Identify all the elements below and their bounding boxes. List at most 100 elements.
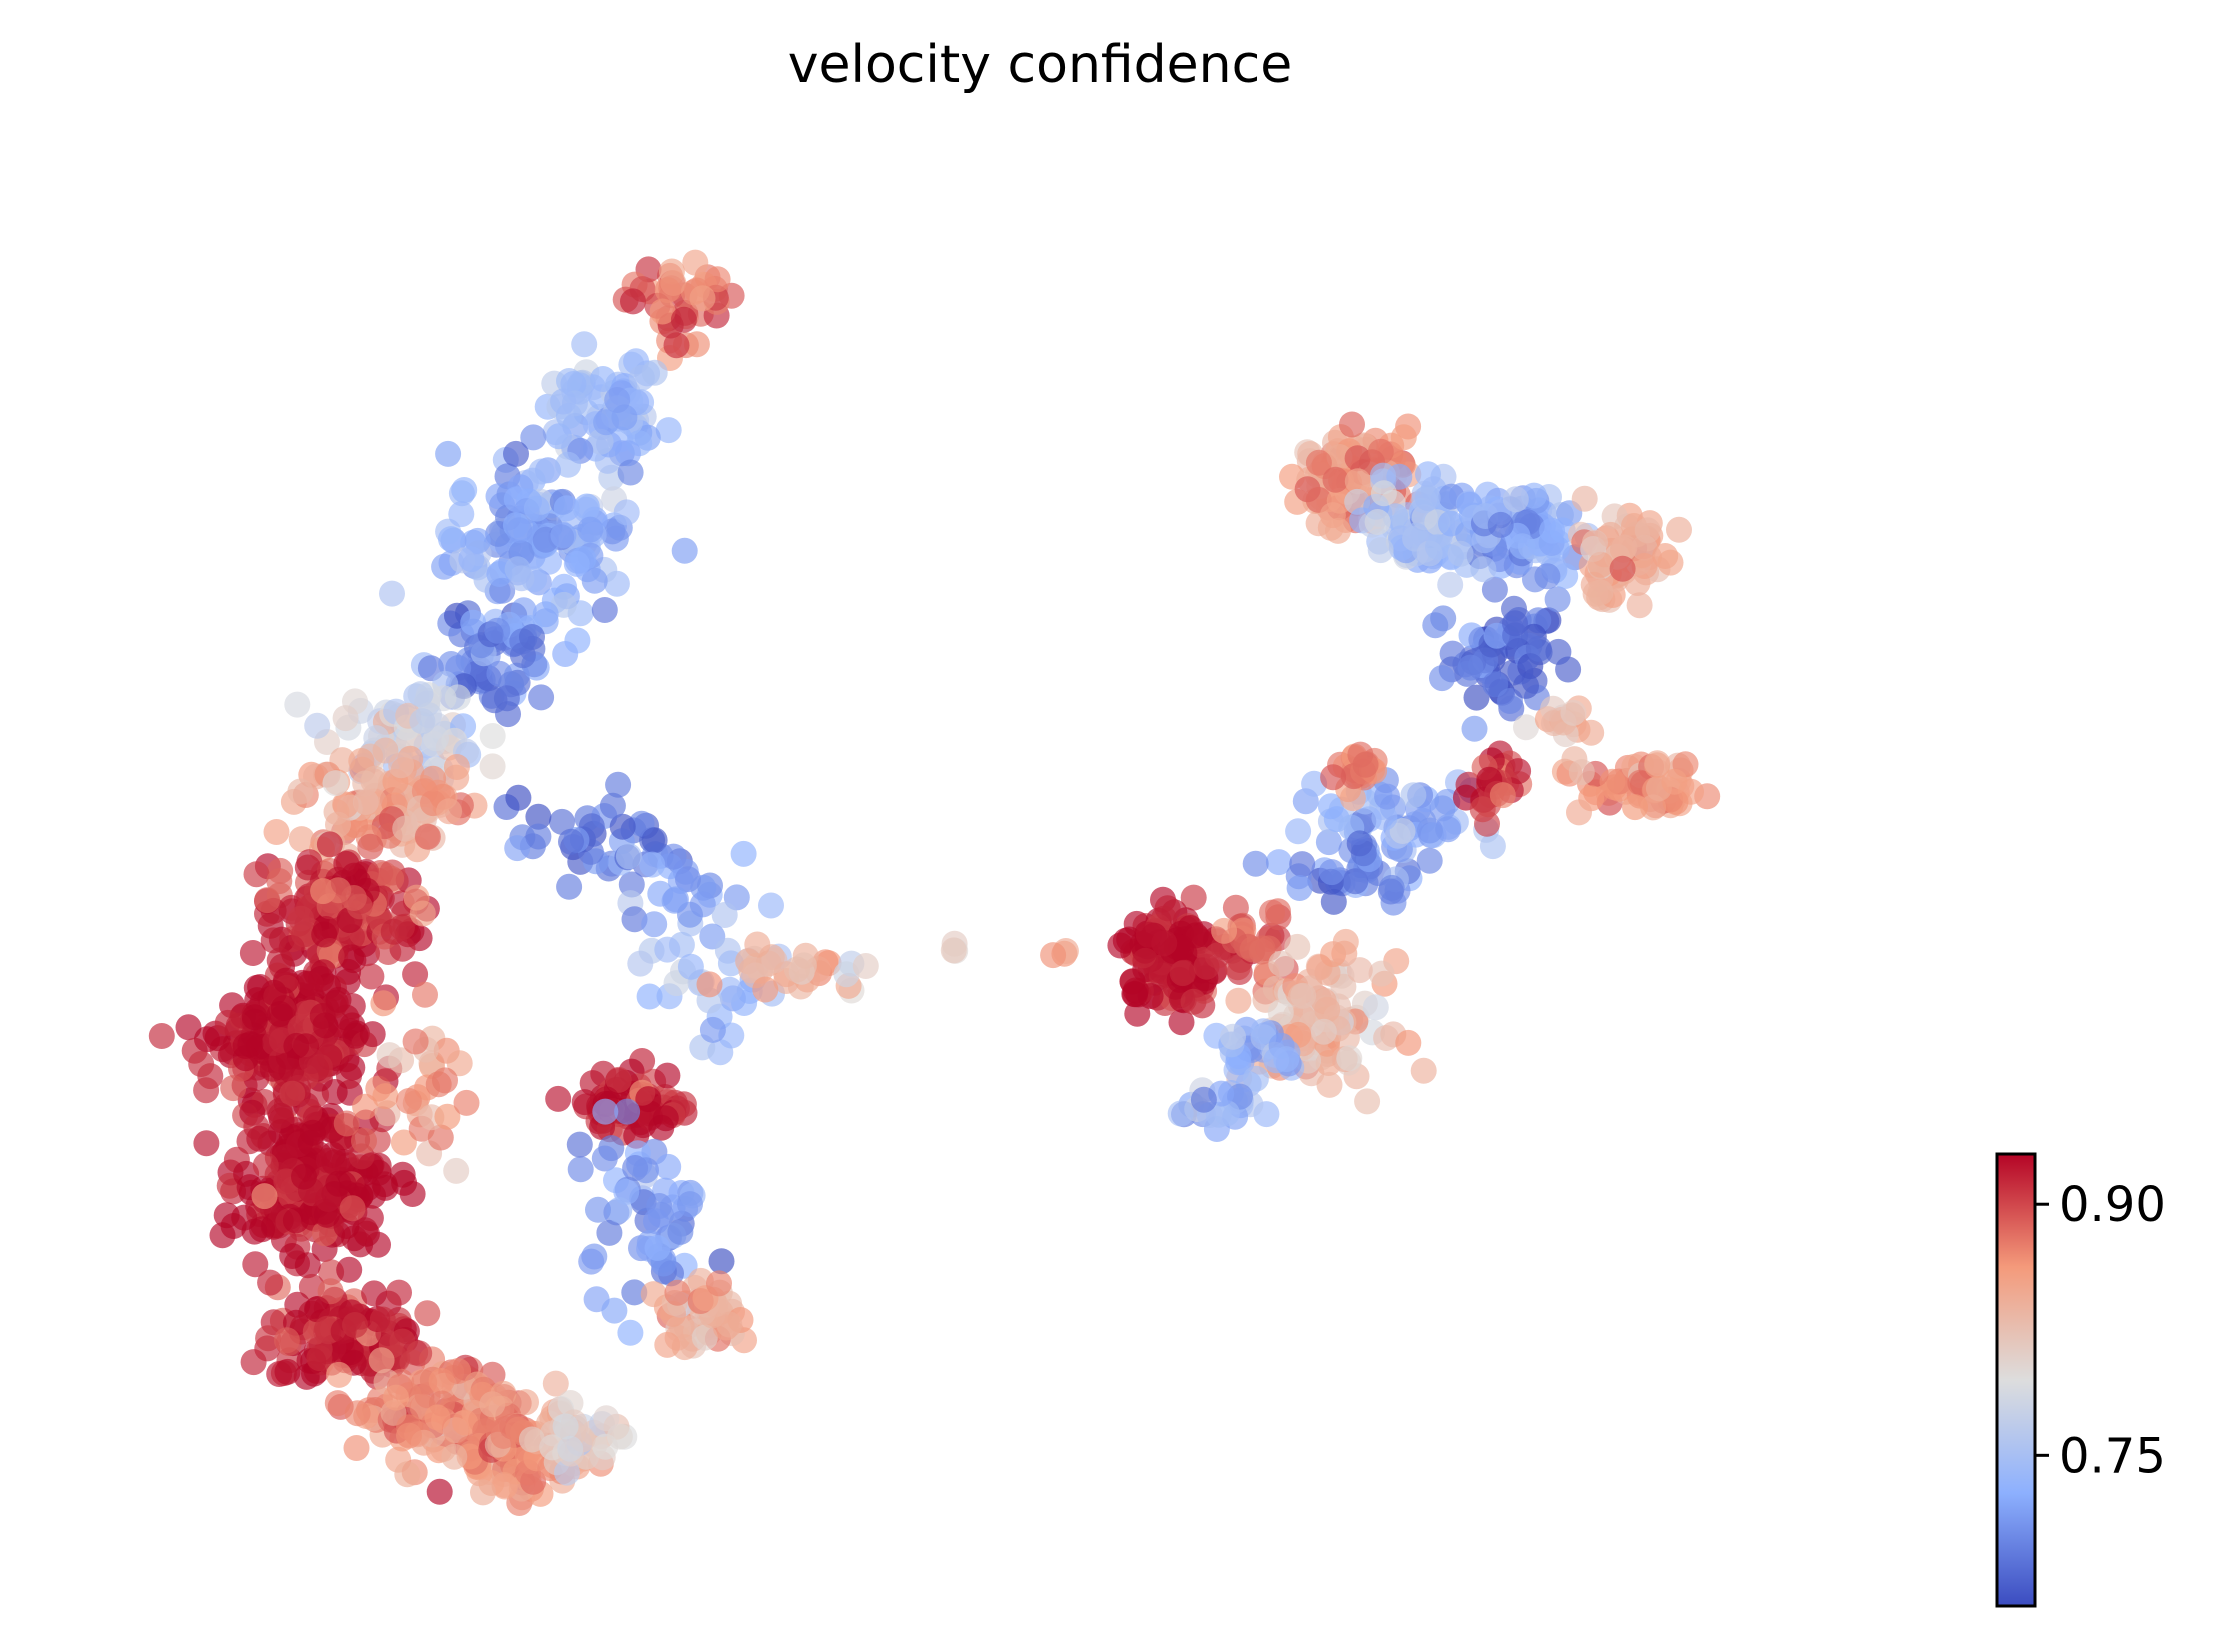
scatter-point [682, 249, 709, 276]
scatter-point [563, 550, 590, 577]
scatter-point [1463, 684, 1490, 711]
scatter-point [1425, 533, 1451, 560]
scatter-point [339, 1195, 366, 1222]
scatter-point [571, 1089, 598, 1116]
scatter-point [441, 1443, 468, 1470]
scatter-point [273, 1327, 300, 1354]
scatter-point [304, 712, 331, 739]
scatter-point [509, 642, 536, 669]
scatter-point [446, 1050, 473, 1077]
scatter-point [352, 789, 379, 815]
scatter-point [409, 900, 436, 927]
scatter-point [596, 1219, 623, 1246]
scatter-point [344, 1400, 371, 1427]
scatter-point [1180, 884, 1207, 911]
scatter-point [675, 866, 701, 893]
scatter-point [1429, 795, 1456, 822]
scatter-point [1489, 782, 1516, 809]
scatter-point [246, 1125, 273, 1152]
scatter-point [528, 458, 555, 485]
scatter-point [493, 685, 520, 712]
scatter-point [1242, 850, 1269, 877]
scatter-point [339, 993, 366, 1020]
scatter-point [564, 627, 591, 654]
scatter-point [1502, 610, 1528, 637]
scatter-point [557, 1435, 584, 1462]
scatter-point [1168, 1009, 1195, 1036]
scatter-point [1290, 982, 1317, 1009]
scatter-point [1250, 1018, 1277, 1045]
scatter-point [606, 1423, 633, 1450]
scatter-point [388, 752, 415, 779]
scatter-point [1190, 1086, 1217, 1113]
scatter-point [662, 886, 689, 913]
scatter-point [566, 1131, 593, 1158]
scatter-point [407, 681, 434, 708]
scatter-point [420, 765, 447, 792]
scatter-point [654, 1331, 681, 1358]
scatter-point [704, 266, 731, 293]
scatter-point [605, 1066, 632, 1093]
scatter-point [567, 1156, 594, 1183]
scatter-point [1220, 1023, 1246, 1050]
scatter-point [386, 1279, 412, 1306]
scatter-point [1107, 932, 1134, 959]
scatter-point [591, 597, 618, 623]
scatter-point [592, 1098, 619, 1125]
scatter-point [1657, 549, 1684, 576]
scatter-point [445, 1358, 472, 1384]
scatter-point [1513, 714, 1539, 741]
scatter-point [316, 831, 343, 858]
scatter-point [670, 306, 697, 333]
scatter-point [1121, 981, 1148, 1007]
scatter-point [553, 495, 580, 522]
scatter-point [1568, 759, 1595, 786]
scatter-point [1339, 411, 1365, 438]
scatter-point [1377, 878, 1404, 905]
scatter-point [1315, 829, 1342, 856]
scatter-point [1040, 942, 1067, 969]
scatter-point [1611, 534, 1638, 561]
scatter-point [1346, 830, 1373, 857]
scatter-point [716, 1311, 743, 1338]
scatter-point [379, 580, 405, 607]
scatter-point [291, 1163, 317, 1190]
scatter-point [654, 936, 681, 963]
scatter-point [357, 833, 384, 860]
scatter-point [266, 868, 293, 895]
scatter-point [1368, 960, 1395, 987]
scatter-point [585, 1196, 611, 1223]
scatter-point [340, 885, 367, 911]
scatter-point [1544, 586, 1571, 613]
scatter-point [1582, 529, 1608, 556]
scatter-point [503, 440, 529, 467]
scatter-point [369, 1306, 396, 1333]
scatter-point [351, 1127, 377, 1154]
scatter-point [367, 860, 394, 886]
scatter-point [259, 1055, 286, 1082]
scatter-point [627, 950, 654, 977]
scatter-point [664, 1279, 691, 1306]
scatter-point [617, 459, 644, 486]
scatter-point [1470, 556, 1497, 583]
scatter-point [549, 808, 575, 835]
scatter-point [1447, 540, 1474, 567]
scatter-point [1571, 485, 1598, 512]
scatter-point [1626, 592, 1653, 619]
scatter-point [1193, 953, 1220, 980]
scatter-point [249, 1216, 276, 1243]
scatter-point [193, 1130, 220, 1157]
scatter-point [1211, 917, 1238, 944]
scatter-point [452, 1409, 479, 1436]
scatter-point [663, 332, 690, 359]
scatter-point [550, 522, 577, 549]
scatter-point [1344, 468, 1371, 495]
scatter-point [752, 976, 779, 1003]
scatter-point [1390, 424, 1417, 451]
scatter-point [1666, 516, 1692, 543]
scatter-point [311, 921, 338, 948]
scatter-point [1305, 449, 1332, 476]
scatter-point [618, 871, 645, 898]
scatter-point [392, 815, 419, 842]
scatter-point [1367, 438, 1394, 465]
